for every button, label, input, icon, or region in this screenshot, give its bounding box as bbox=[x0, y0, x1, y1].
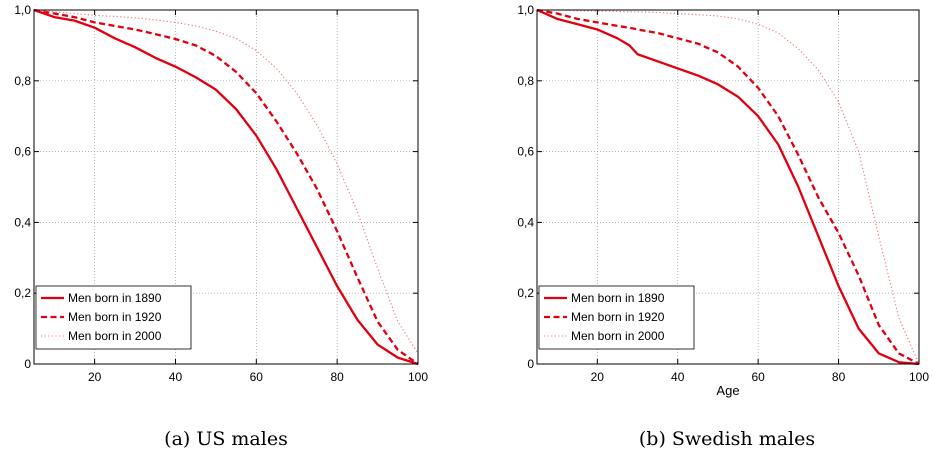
x-axis-label: Age bbox=[716, 383, 739, 398]
y-tick-label: 0,8 bbox=[517, 74, 534, 88]
y-tick-label: 0 bbox=[24, 357, 31, 371]
legend: Men born in 1890 Men born in 1920 Men born… bbox=[538, 285, 695, 350]
y-tick-label: 1,0 bbox=[14, 3, 31, 17]
legend-label: Men born in 2000 bbox=[68, 329, 162, 343]
y-tick-label: 0,2 bbox=[14, 286, 31, 300]
y-tick-label: 0,6 bbox=[14, 145, 31, 159]
x-tick-label: 80 bbox=[832, 370, 846, 384]
x-tick-label: 20 bbox=[591, 370, 605, 384]
y-tick-label: 0,4 bbox=[14, 215, 31, 229]
series-line-3 bbox=[537, 9, 920, 365]
subfigure-caption: (a) US males bbox=[164, 428, 288, 450]
series-line-1 bbox=[536, 8, 920, 366]
axes-box bbox=[536, 9, 920, 365]
chart-swedish-males: 20 40 60 80 100 0 0,2 0,4 0,6 0,8 1,0 Age Men born i… bbox=[517, 3, 929, 450]
y-tick-label: 0,4 bbox=[517, 215, 534, 229]
y-tick-label: 0,6 bbox=[517, 145, 534, 159]
y-tick-label: 0,2 bbox=[517, 286, 534, 300]
legend-label: Men born in 1890 bbox=[571, 291, 665, 305]
legend-label: Men born in 2000 bbox=[571, 329, 665, 343]
x-tick-label: 60 bbox=[250, 370, 264, 384]
x-tick-label: 60 bbox=[751, 370, 765, 384]
subfigure-caption: (b) Swedish males bbox=[639, 428, 815, 450]
y-tick-label: 1,0 bbox=[517, 3, 534, 17]
chart-us-males: 20 40 60 80 100 0 0,2 0,4 0,6 0,8 1,0 Men born in 1… bbox=[14, 3, 428, 450]
x-tick-label: 100 bbox=[408, 370, 428, 384]
y-tick-label: 0,8 bbox=[14, 74, 31, 88]
x-tick-label: 40 bbox=[671, 370, 685, 384]
y-tick-label: 0 bbox=[527, 357, 534, 371]
x-tick-label: 80 bbox=[330, 370, 344, 384]
legend: Men born in 1890 Men born in 1920 Men born… bbox=[35, 285, 192, 350]
series-line-2 bbox=[536, 8, 920, 366]
series-line-2 bbox=[33, 8, 419, 365]
series-line-1 bbox=[33, 8, 419, 366]
x-tick-label: 100 bbox=[909, 370, 929, 384]
axes-box bbox=[33, 9, 419, 365]
x-tick-label: 20 bbox=[88, 370, 102, 384]
legend-label: Men born in 1920 bbox=[571, 310, 665, 324]
legend-label: Men born in 1890 bbox=[68, 291, 162, 305]
x-tick-label: 40 bbox=[169, 370, 183, 384]
legend-label: Men born in 1920 bbox=[68, 310, 162, 324]
